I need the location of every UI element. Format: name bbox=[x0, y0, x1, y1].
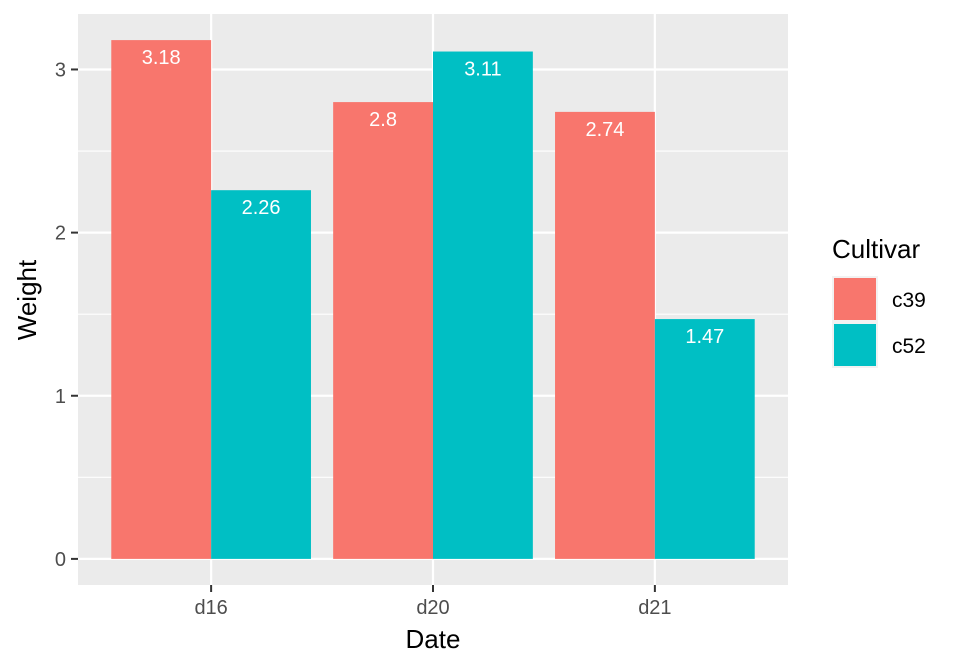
bar-c39-d21 bbox=[555, 111, 655, 559]
bar-layer bbox=[111, 40, 755, 559]
x-axis-title: Date bbox=[406, 624, 461, 654]
y-tick-label: 3 bbox=[55, 59, 66, 81]
x-tick-label: d21 bbox=[638, 597, 671, 619]
y-axis-title: Weight bbox=[12, 259, 42, 340]
data-label-layer: 3.18 2.8 2.74 2.26 3.11 1.47 bbox=[142, 47, 725, 348]
x-tick-label: d16 bbox=[194, 597, 227, 619]
data-label: 2.8 bbox=[369, 109, 397, 131]
data-label: 2.74 bbox=[585, 119, 624, 141]
legend-swatch-c52 bbox=[834, 324, 876, 366]
y-tick-label: 2 bbox=[55, 223, 66, 245]
data-label: 3.18 bbox=[142, 47, 181, 69]
y-tick-label: 0 bbox=[55, 549, 66, 571]
legend-label-c39: c39 bbox=[892, 289, 926, 312]
y-tick-label: 1 bbox=[55, 386, 66, 408]
bar-c52-d21 bbox=[654, 319, 755, 559]
data-label: 1.47 bbox=[685, 326, 724, 348]
bar-c39-d20 bbox=[333, 102, 433, 559]
legend-swatch-c39 bbox=[834, 278, 876, 320]
legend: Cultivar c39 c52 bbox=[832, 234, 926, 368]
legend-title: Cultivar bbox=[832, 234, 920, 264]
legend-label-c52: c52 bbox=[892, 335, 926, 358]
data-label: 2.26 bbox=[242, 197, 281, 219]
bar-c39-d16 bbox=[111, 40, 212, 559]
bar-c52-d20 bbox=[433, 51, 533, 559]
x-tick-label: d20 bbox=[416, 597, 449, 619]
bar-c52-d16 bbox=[211, 190, 311, 559]
legend-items: c39 c52 bbox=[832, 276, 926, 368]
data-label: 3.11 bbox=[464, 59, 501, 81]
axis-layer: 0 1 2 3 d16 d20 d21 bbox=[55, 59, 672, 619]
